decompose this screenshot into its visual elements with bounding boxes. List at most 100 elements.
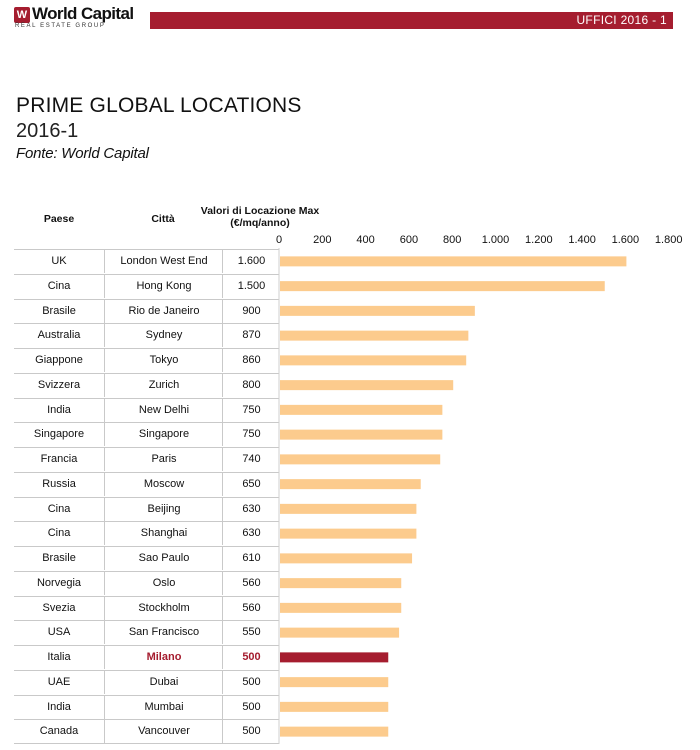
table-row: UAE Dubai 500	[14, 669, 279, 695]
country-cell: UK	[51, 255, 67, 267]
value-cell: 500	[222, 695, 280, 719]
table-row: USA San Francisco 550	[14, 620, 279, 645]
country-cell: India	[47, 700, 71, 713]
country-cell: Svizzera	[37, 378, 81, 391]
value-cell: 750	[222, 423, 280, 447]
country-cell: Cina	[47, 502, 71, 515]
bar	[280, 479, 421, 490]
table-row: Cina Beijing 630	[14, 496, 279, 522]
country-cell: Russia	[42, 477, 76, 490]
country-cell: Svezia	[42, 601, 76, 614]
city-cell: Beijing	[104, 497, 223, 521]
page-title: PRIME GLOBAL LOCATIONS	[16, 94, 302, 117]
bar	[280, 627, 400, 638]
column-header-value-line1: Valori di Locazione Max	[200, 205, 320, 217]
table-row: Brasile Sao Paulo 610	[14, 546, 279, 571]
bar	[280, 330, 469, 341]
bar	[280, 380, 454, 391]
value-cell: 900	[222, 299, 280, 323]
city-cell: Oslo	[104, 571, 223, 595]
city-cell: Sao Paulo	[104, 547, 223, 570]
table-row: Cina Shanghai 630	[14, 521, 279, 546]
table-row: Francia Paris 740	[14, 447, 279, 472]
column-header-value-line2: (€/mq/anno)	[230, 217, 290, 229]
country-cell: India	[47, 403, 71, 416]
table-row: Giappone Tokyo 860	[14, 348, 279, 373]
table-row: Australia Sydney 870	[14, 323, 279, 348]
table-row: Svizzera Zurich 800	[14, 372, 280, 398]
bar	[280, 677, 389, 688]
value-cell: 750	[222, 398, 280, 422]
country-cell: Giappone	[35, 354, 83, 366]
country-cell: Canada	[39, 725, 79, 738]
country-cell: Brasile	[42, 304, 76, 317]
value-cell: 800	[222, 373, 280, 397]
report-tag: UFFICI 2016 - 1	[576, 13, 667, 27]
country-cell: Singapore	[33, 428, 85, 441]
table-row: Cina Hong Kong 1.500	[14, 273, 280, 299]
city-cell: Stockholm	[104, 596, 223, 620]
value-cell: 560	[222, 596, 280, 620]
x-tick-label: 600	[400, 234, 418, 246]
country-cell: Cina	[47, 279, 71, 292]
city-cell: Zurich	[104, 373, 223, 397]
country-cell: Cina	[47, 527, 71, 540]
bar	[280, 578, 402, 589]
value-cell: 500	[222, 646, 280, 669]
city-cell: Singapore	[104, 423, 223, 447]
table-row: India New Delhi 750	[14, 397, 280, 423]
logo-subtitle: REAL ESTATE GROUP	[15, 23, 106, 29]
value-cell: 1.600	[222, 250, 280, 273]
value-cell: 870	[222, 324, 280, 348]
x-tick-label: 1.000	[482, 234, 510, 246]
city-cell: Tokyo	[104, 349, 223, 372]
value-cell: 610	[222, 547, 280, 570]
logo-mark-icon: W	[14, 7, 30, 23]
country-cell: Norvegia	[36, 576, 82, 589]
city-cell: Sydney	[104, 324, 223, 348]
table-row: UK London West End 1.600	[14, 249, 279, 274]
value-cell: 630	[222, 522, 280, 546]
table-row: Svezia Stockholm 560	[14, 595, 280, 621]
x-tick-label: 1.800	[655, 234, 683, 246]
value-cell: 740	[222, 448, 280, 471]
country-cell: Brasile	[42, 552, 76, 564]
table-row: Italia Milano 500	[14, 645, 279, 670]
column-header-value: Valori di Locazione Max (€/mq/anno)	[200, 205, 320, 229]
bar	[280, 256, 627, 267]
city-cell: Mumbai	[104, 695, 223, 719]
value-cell: 560	[222, 571, 280, 595]
column-header-city: Città	[151, 213, 175, 225]
page-subtitle: 2016-1	[16, 120, 79, 142]
header-band: UFFICI 2016 - 1	[150, 12, 673, 29]
x-tick-label: 1.400	[568, 234, 596, 246]
city-cell: Milano	[104, 646, 223, 669]
source-note: Fonte: World Capital	[16, 145, 149, 162]
table-row: Norvegia Oslo 560	[14, 570, 280, 596]
country-cell: UAE	[47, 675, 71, 688]
x-tick-label: 800	[443, 234, 461, 246]
column-header-country: Paese	[43, 213, 75, 225]
table-row: Singapore Singapore 750	[14, 422, 279, 447]
logo-name: World Capital	[32, 4, 134, 23]
bar	[280, 553, 413, 564]
city-cell: Dubai	[104, 670, 223, 694]
bar	[280, 281, 605, 292]
bar	[280, 429, 443, 440]
city-cell: London West End	[104, 250, 223, 273]
city-cell: Shanghai	[104, 522, 223, 546]
table-row: Russia Moscow 650	[14, 471, 279, 497]
value-cell: 1.500	[222, 274, 280, 298]
city-cell: Paris	[104, 448, 223, 471]
city-cell: Rio de Janeiro	[104, 299, 223, 323]
value-cell: 550	[222, 621, 280, 645]
country-cell: Australia	[37, 329, 81, 342]
bar	[280, 503, 417, 514]
city-cell: San Francisco	[104, 621, 223, 645]
bar	[280, 602, 402, 613]
bar-highlight	[280, 652, 389, 663]
value-cell: 500	[222, 720, 280, 744]
world-capital-logo: W World Capital REAL ESTATE GROUP	[14, 4, 149, 32]
x-tick-label: 200	[313, 234, 331, 246]
bar	[280, 726, 389, 737]
